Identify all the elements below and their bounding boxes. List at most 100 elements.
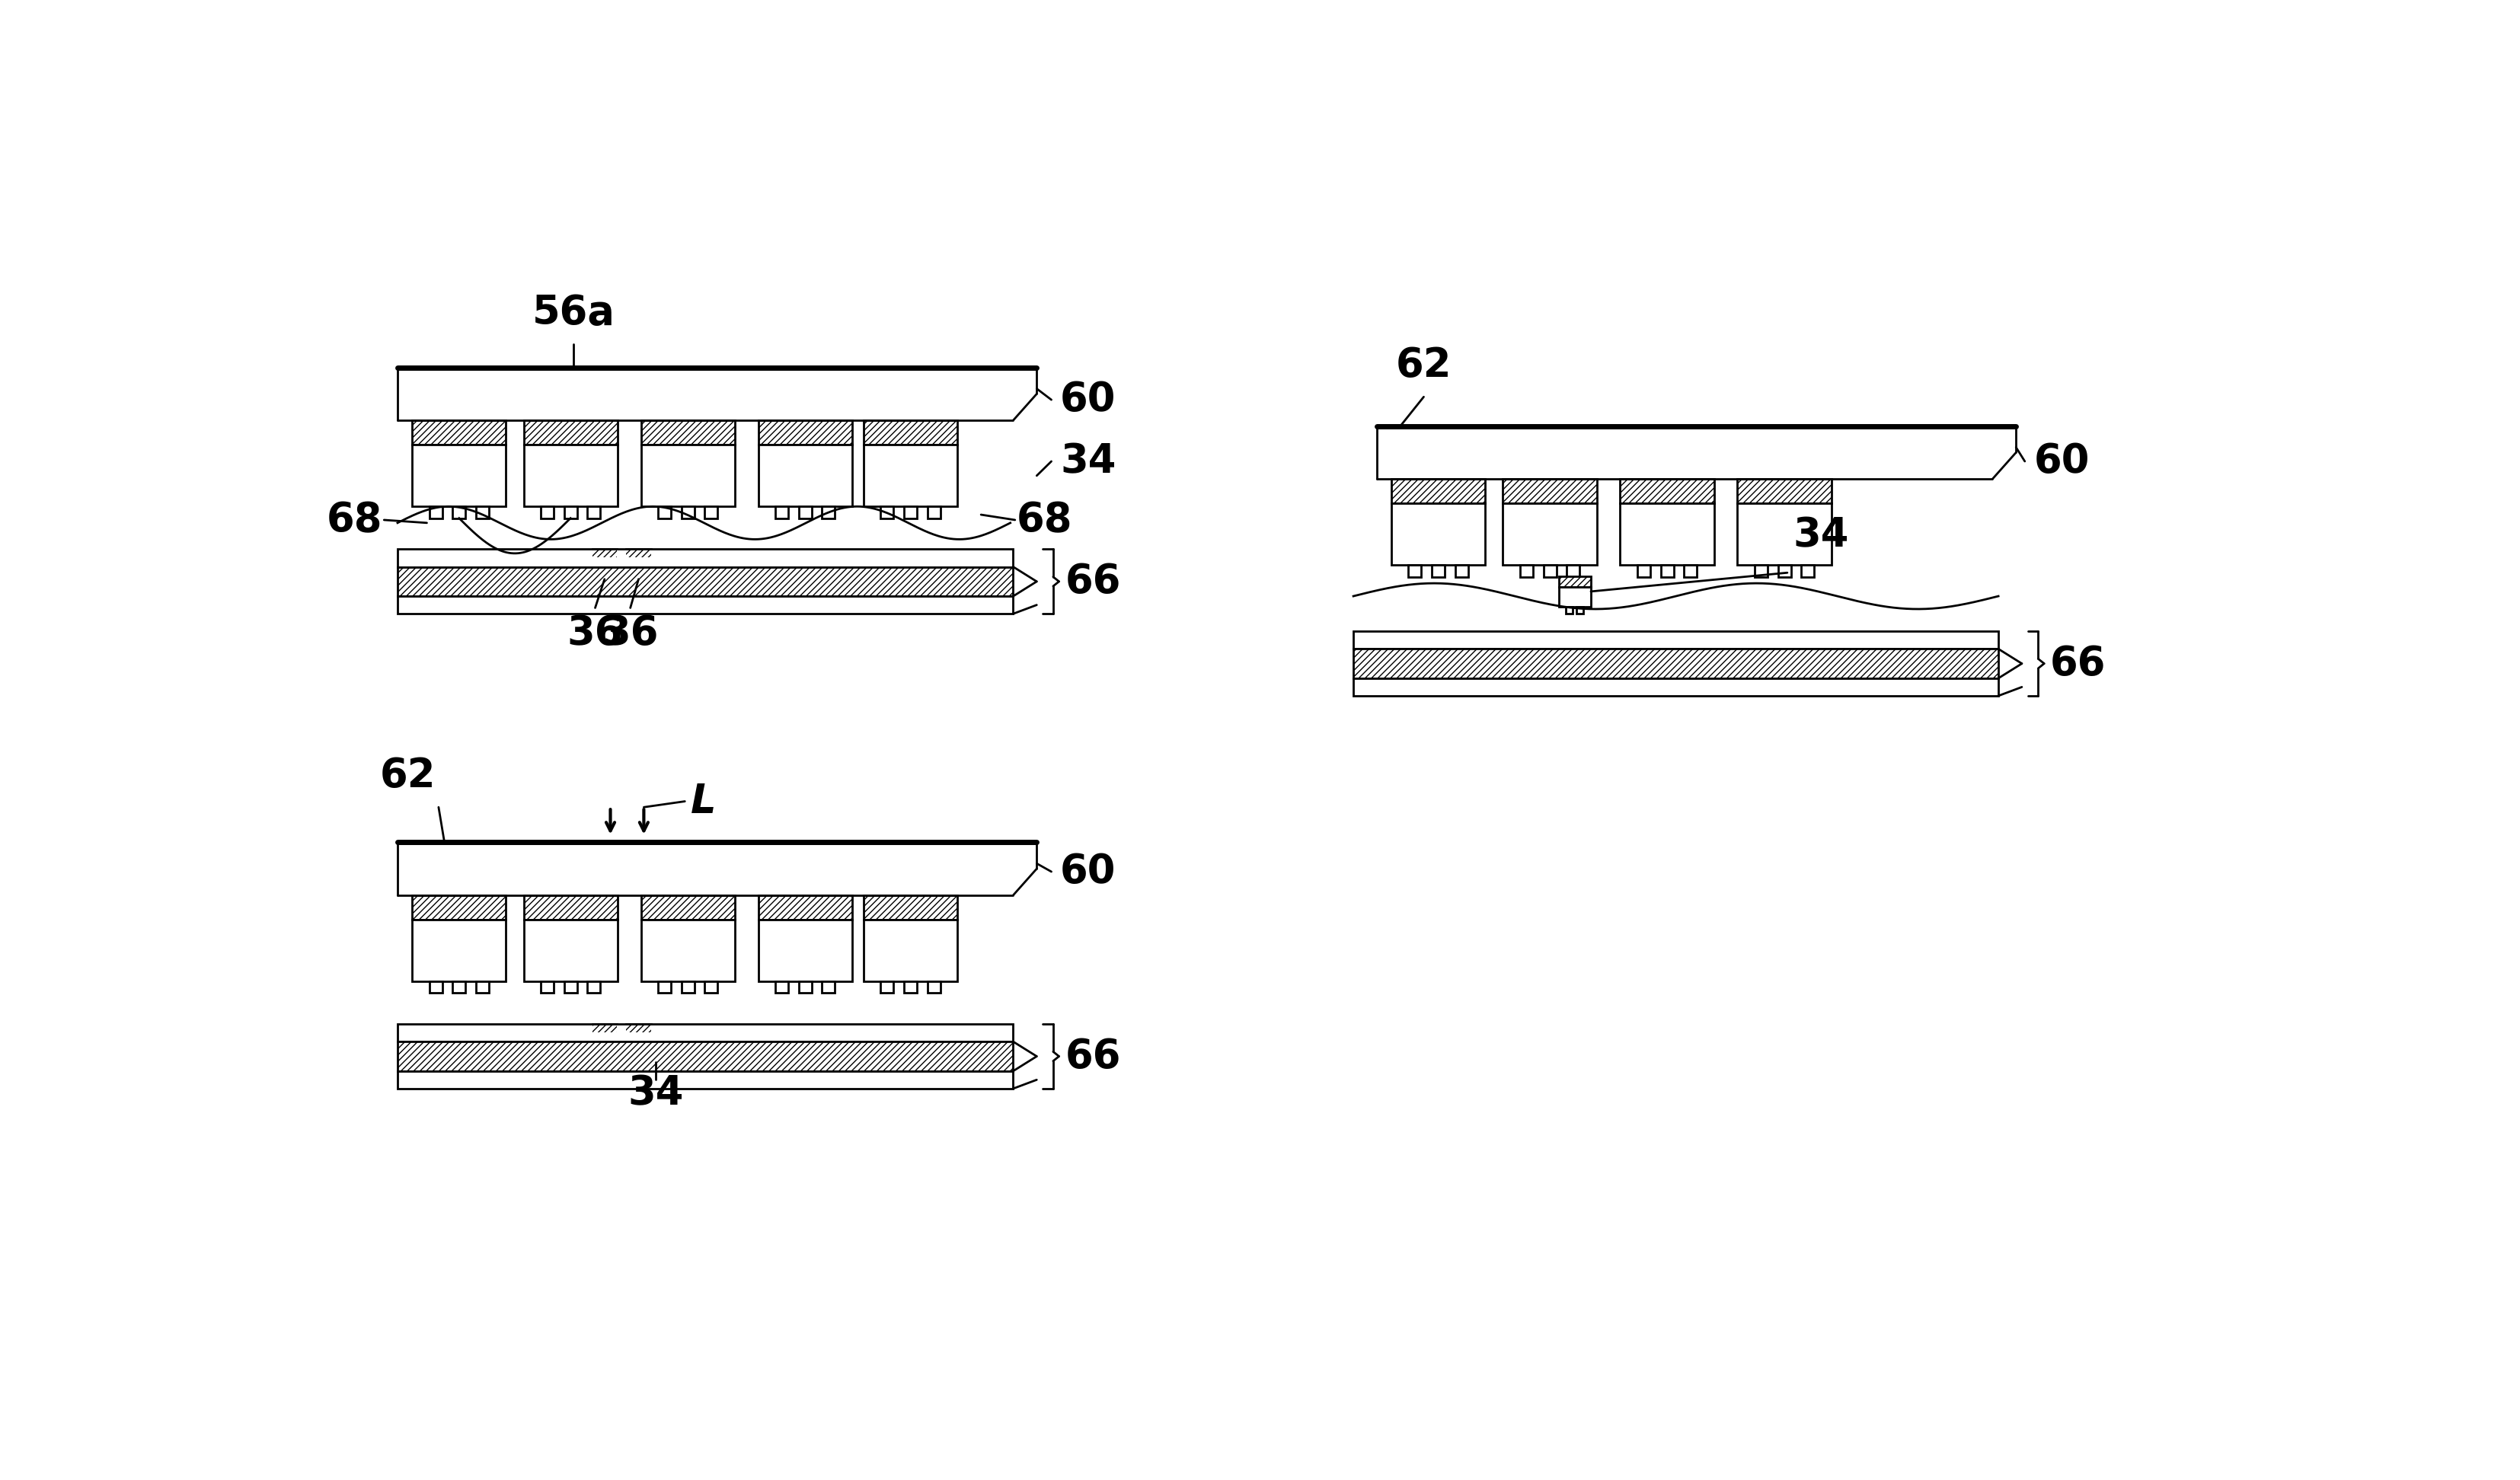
Bar: [1520, 565, 1532, 577]
Bar: [1557, 576, 1590, 586]
Bar: [633, 1045, 638, 1051]
Bar: [587, 506, 600, 518]
Bar: [1502, 480, 1598, 503]
Bar: [633, 570, 638, 576]
Bar: [799, 506, 811, 518]
Bar: [592, 549, 617, 558]
Text: 56a: 56a: [532, 293, 615, 333]
Bar: [1565, 607, 1572, 614]
Bar: [398, 1024, 1013, 1042]
Bar: [524, 420, 617, 445]
Bar: [1620, 503, 1714, 565]
Bar: [542, 506, 554, 518]
Bar: [1457, 565, 1469, 577]
Bar: [1736, 480, 1832, 503]
Bar: [564, 981, 577, 993]
Text: 34: 34: [1061, 441, 1116, 481]
Bar: [822, 981, 834, 993]
Bar: [564, 506, 577, 518]
Bar: [658, 981, 670, 993]
Bar: [1353, 648, 1998, 678]
Bar: [1353, 632, 1998, 648]
Bar: [864, 895, 958, 919]
Bar: [398, 1072, 1013, 1089]
Bar: [627, 1024, 650, 1033]
Text: 68: 68: [328, 500, 383, 540]
Bar: [413, 420, 507, 445]
Text: 66: 66: [1066, 562, 1121, 601]
Bar: [640, 420, 736, 445]
Bar: [428, 981, 441, 993]
Bar: [1557, 576, 1590, 586]
Bar: [454, 506, 466, 518]
Text: 60: 60: [1061, 852, 1116, 891]
Bar: [759, 895, 852, 919]
Bar: [398, 1042, 1013, 1072]
Text: 66: 66: [2049, 644, 2107, 684]
Bar: [597, 1045, 602, 1051]
Bar: [905, 506, 917, 518]
Bar: [542, 981, 554, 993]
Bar: [592, 558, 617, 570]
Bar: [640, 445, 736, 506]
Text: 34: 34: [627, 1074, 683, 1113]
Bar: [759, 445, 852, 506]
Bar: [627, 558, 650, 570]
Bar: [1391, 480, 1484, 503]
Text: 36: 36: [602, 614, 658, 653]
Bar: [640, 895, 736, 919]
Bar: [905, 981, 917, 993]
Bar: [776, 506, 789, 518]
Text: 60: 60: [2034, 441, 2089, 481]
Bar: [454, 981, 466, 993]
Bar: [927, 981, 940, 993]
Bar: [524, 919, 617, 981]
Bar: [680, 981, 693, 993]
Bar: [822, 506, 834, 518]
Bar: [1557, 586, 1590, 607]
Text: 62: 62: [381, 756, 436, 795]
Text: 68: 68: [1016, 500, 1071, 540]
Bar: [398, 567, 1013, 596]
Bar: [776, 981, 789, 993]
Bar: [1542, 565, 1557, 577]
Text: L: L: [690, 781, 716, 821]
Bar: [398, 1042, 1013, 1072]
Bar: [398, 367, 1013, 420]
Bar: [759, 895, 852, 919]
Bar: [524, 445, 617, 506]
Bar: [640, 895, 736, 919]
Bar: [597, 570, 602, 576]
Text: 34: 34: [1794, 515, 1850, 555]
Bar: [864, 420, 958, 445]
Text: 62: 62: [1396, 345, 1452, 385]
Bar: [413, 445, 507, 506]
Bar: [627, 549, 650, 558]
Bar: [524, 895, 617, 919]
Bar: [627, 549, 650, 558]
Bar: [1409, 565, 1421, 577]
Bar: [706, 981, 718, 993]
Bar: [1620, 480, 1714, 503]
Bar: [1683, 565, 1696, 577]
Bar: [1391, 503, 1484, 565]
Bar: [759, 420, 852, 445]
Bar: [1376, 426, 1993, 480]
Bar: [879, 506, 895, 518]
Bar: [640, 919, 736, 981]
Bar: [1779, 565, 1792, 577]
Bar: [864, 445, 958, 506]
Bar: [592, 1024, 617, 1033]
Text: 66: 66: [1066, 1036, 1121, 1076]
Bar: [1431, 565, 1444, 577]
Bar: [706, 506, 718, 518]
Bar: [1391, 480, 1484, 503]
Bar: [864, 895, 958, 919]
Bar: [864, 919, 958, 981]
Bar: [1638, 565, 1651, 577]
Bar: [605, 1045, 612, 1051]
Bar: [640, 570, 645, 576]
Bar: [799, 981, 811, 993]
Bar: [592, 549, 617, 558]
Bar: [640, 420, 736, 445]
